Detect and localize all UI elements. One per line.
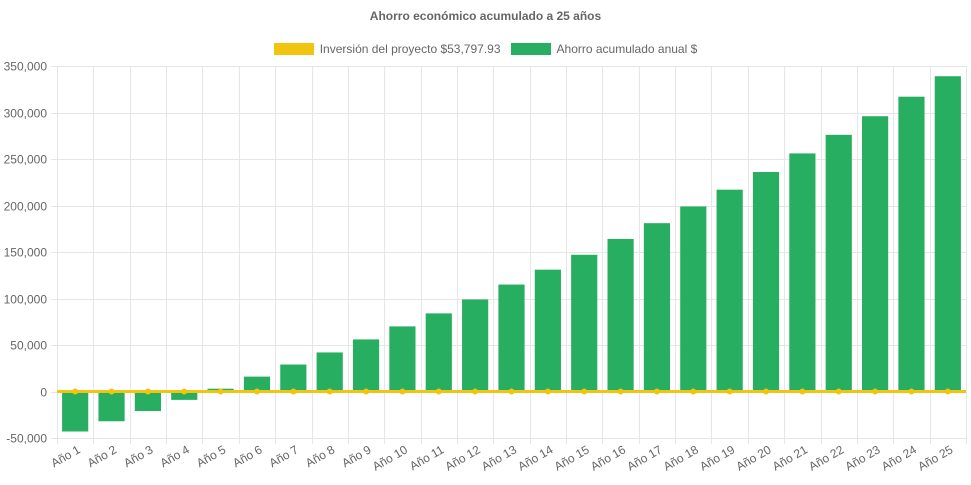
x-tick-label: Año 12 — [443, 442, 483, 473]
x-tick-label: Año 2 — [85, 442, 119, 470]
x-tick-label: Año 20 — [734, 442, 774, 473]
x-tick-label: Año 9 — [339, 442, 373, 470]
inversion-point-14 — [544, 388, 551, 395]
inversion-point-16 — [617, 388, 624, 395]
bar-año-12 — [462, 299, 489, 392]
x-tick-label: Año 1 — [49, 442, 83, 470]
x-tick-label: Año 14 — [515, 442, 555, 473]
x-tick-label: Año 3 — [121, 442, 155, 470]
y-tick-label: -50,000 — [6, 432, 47, 446]
bar-año-8 — [316, 352, 343, 392]
inversion-point-24 — [908, 388, 915, 395]
inversion-point-22 — [835, 388, 842, 395]
x-tick-label: Año 21 — [770, 442, 810, 473]
x-tick-label: Año 22 — [806, 442, 846, 473]
x-tick-label: Año 23 — [843, 442, 883, 473]
bar-año-17 — [643, 223, 671, 392]
x-tick-label: Año 7 — [267, 442, 301, 470]
legend-swatch-ahorro — [510, 43, 551, 55]
bar-año-6 — [243, 376, 271, 392]
bar-año-14 — [534, 269, 561, 392]
bar-año-19 — [716, 189, 743, 392]
x-tick-label: Año 10 — [370, 442, 410, 473]
inversion-point-2 — [108, 388, 115, 395]
inversion-point-1 — [72, 388, 79, 395]
bar-año-4 — [171, 391, 198, 400]
inversion-point-11 — [435, 388, 442, 395]
bar-año-18 — [680, 206, 707, 392]
x-tick-label: Año 17 — [624, 442, 664, 473]
legend-label-ahorro: Ahorro acumulado anual $ — [556, 42, 698, 56]
bar-año-11 — [425, 313, 452, 392]
inversion-point-9 — [363, 388, 370, 395]
bar-año-10 — [389, 326, 416, 392]
legend: Inversión del proyecto $53,797.93 Ahorro… — [0, 42, 971, 56]
x-tick-label: Año 18 — [661, 442, 701, 473]
inversion-point-6 — [253, 388, 260, 395]
y-tick-label: 200,000 — [4, 200, 48, 214]
bar-año-22 — [825, 134, 852, 392]
chart-title: Ahorro económico acumulado a 25 años — [369, 9, 602, 23]
legend-swatch-inversion — [273, 43, 314, 55]
x-tick-label: Año 11 — [407, 442, 446, 473]
y-tick-label: 300,000 — [4, 107, 48, 121]
x-tick-label: Año 13 — [479, 442, 519, 473]
inversion-point-13 — [508, 388, 515, 395]
inversion-point-10 — [399, 388, 406, 395]
x-tick-label: Año 24 — [879, 442, 919, 473]
bar-año-24 — [898, 96, 925, 392]
inversion-point-4 — [181, 388, 188, 395]
inversion-point-25 — [944, 388, 951, 395]
legend-item-inversion[interactable]: Inversión del proyecto $53,797.93 — [273, 42, 501, 56]
inversion-point-23 — [872, 388, 879, 395]
inversion-point-17 — [653, 388, 660, 395]
y-tick-label: 100,000 — [4, 293, 48, 307]
y-tick-label: 150,000 — [4, 246, 48, 260]
bar-año-9 — [352, 339, 380, 392]
x-tick-label: Año 6 — [230, 442, 264, 470]
bar-año-21 — [789, 153, 816, 392]
y-tick-label: 350,000 — [4, 60, 48, 74]
bar-año-15 — [571, 254, 598, 392]
y-tick-label: 0 — [40, 386, 47, 400]
y-tick-label: 50,000 — [10, 339, 47, 353]
legend-label-inversion: Inversión del proyecto $53,797.93 — [319, 42, 501, 56]
x-tick-label: Año 4 — [158, 442, 192, 470]
inversion-point-12 — [472, 388, 479, 395]
inversion-point-18 — [690, 388, 697, 395]
bar-año-3 — [134, 391, 161, 412]
inversion-point-15 — [581, 388, 588, 395]
inversion-point-20 — [763, 388, 770, 395]
bar-año-20 — [752, 172, 780, 392]
x-tick-label: Año 19 — [697, 442, 737, 473]
x-tick-label: Año 16 — [588, 442, 628, 473]
bar-año-23 — [862, 116, 889, 392]
bar-año-2 — [98, 391, 125, 422]
x-tick-label: Año 25 — [915, 442, 955, 473]
legend-item-ahorro[interactable]: Ahorro acumulado anual $ — [510, 42, 698, 56]
bar-año-16 — [607, 238, 634, 392]
bar-año-13 — [498, 284, 525, 392]
bar-año-1 — [62, 391, 89, 432]
bar-año-25 — [934, 76, 961, 392]
inversion-point-8 — [326, 388, 333, 395]
x-tick-label: Año 5 — [194, 442, 228, 470]
inversion-point-21 — [799, 388, 806, 395]
inversion-point-5 — [217, 388, 224, 395]
inversion-point-7 — [290, 388, 297, 395]
bar-año-7 — [280, 364, 307, 392]
x-tick-label: Año 8 — [303, 442, 337, 470]
inversion-point-19 — [726, 388, 733, 395]
inversion-point-3 — [144, 388, 151, 395]
y-tick-label: 250,000 — [4, 153, 48, 167]
x-tick-label: Año 15 — [552, 442, 592, 473]
